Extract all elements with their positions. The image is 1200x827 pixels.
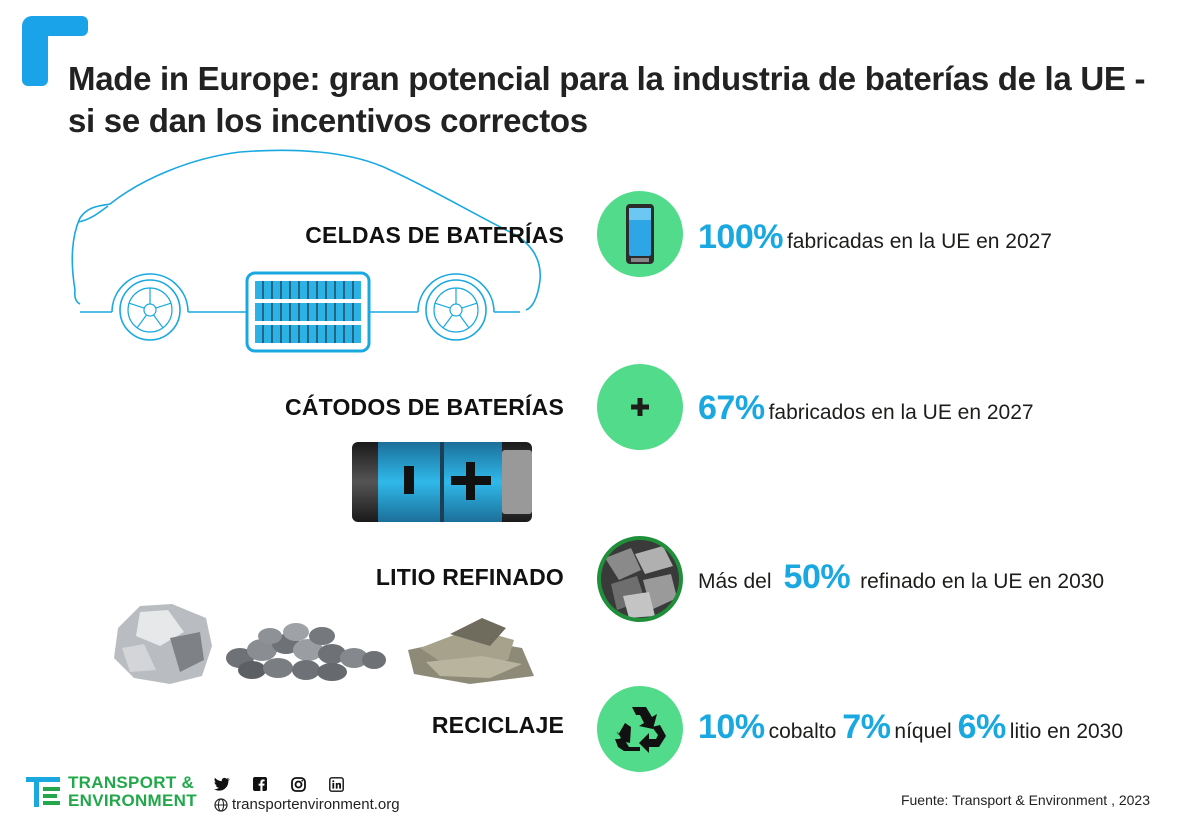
te-logo[interactable]: TRANSPORT & ENVIRONMENT [26,774,197,810]
logo-line-2: ENVIRONMENT [68,791,197,810]
lithium-metals-illustration [114,604,534,684]
recycle-icon [615,707,666,753]
lithium-pellets-icon [226,623,386,681]
rear-wheel-icon [425,279,487,341]
linkedin-icon[interactable] [328,776,344,792]
plus-icon [631,398,649,416]
stat-percentage: 50% [783,558,851,596]
cathodes-stat: 67% fabricados en la UE en 2027 [698,389,1040,428]
stat-text-cobalt: cobalto [768,720,837,743]
row-label-recycling: RECICLAJE [431,712,564,738]
front-wheel-icon [119,279,181,341]
stat-percentage: 100% [698,218,783,256]
cathodes-circle [597,364,683,450]
car-outline-illustration [71,149,541,353]
lithium-crystal-icon [114,604,212,684]
page-title: Made in Europe: gran potencial para la i… [68,60,1146,139]
corner-bracket-decoration [22,16,88,86]
lithium-photo-icon [601,540,679,618]
lithium-sheets-icon [408,618,534,684]
stat-percentage-nickel: 7% [842,708,891,746]
row-label-battery-cells: CELDAS DE BATERÍAS [305,222,564,248]
stat-text: refinado en la UE en 2030 [860,570,1105,593]
facebook-icon[interactable] [252,776,268,792]
row-label-battery-cathodes: CÁTODOS DE BATERÍAS [285,394,564,420]
recycling-stat: 10% cobalto 7% níquel 6% litio en 2030 [698,708,1129,747]
lithium-circle [597,536,683,622]
website-text: transportenvironment.org [232,796,400,813]
lithium-stat: Más del 50% refinado en la UE en 2030 [698,558,1110,597]
battery-cathode-illustration [352,442,532,522]
stat-percentage: 67% [698,389,765,427]
battery-cells-circle [597,191,683,277]
twitter-icon[interactable] [214,776,230,792]
source-credit: Fuente: Transport & Environment , 2023 [900,792,1150,808]
battery-pack-icon [245,271,371,353]
social-links [214,776,344,792]
row-label-refined-lithium: LITIO REFINADO [375,564,564,590]
stat-text-lithium: litio en 2030 [1009,720,1124,743]
stat-percentage-lithium: 6% [957,708,1007,746]
recycling-circle [597,686,683,772]
te-logo-mark-icon [26,777,60,807]
stat-text: fabricadas en la UE en 2027 [786,230,1052,253]
instagram-icon[interactable] [290,776,306,792]
phone-battery-icon [626,204,654,264]
stat-percentage-cobalt: 10% [698,708,765,746]
stat-prefix: Más del [698,570,772,593]
stat-text: fabricados en la UE en 2027 [768,401,1034,424]
website-link[interactable]: transportenvironment.org [214,796,400,813]
battery-cells-stat: 100% fabricadas en la UE en 2027 [698,218,1058,257]
globe-icon [214,797,228,812]
stat-text-nickel: níquel [894,720,952,743]
logo-line-1: TRANSPORT & [68,773,195,792]
